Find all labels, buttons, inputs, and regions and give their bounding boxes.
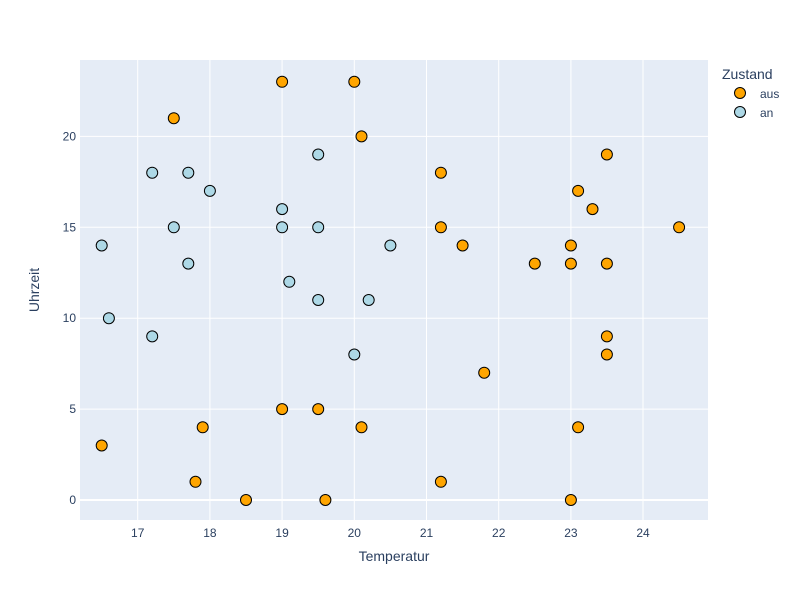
data-point-an[interactable] — [312, 294, 325, 306]
data-point-an[interactable] — [95, 239, 108, 252]
data-point-aus[interactable] — [355, 130, 368, 143]
data-point-aus[interactable] — [240, 494, 252, 506]
legend-item-aus[interactable]: aus — [734, 87, 780, 101]
data-point-aus[interactable] — [478, 366, 491, 379]
x-tick-label: 23 — [564, 526, 578, 540]
x-tick-label: 21 — [420, 526, 434, 540]
data-point-an[interactable] — [102, 312, 115, 325]
y-tick-label: 5 — [69, 402, 76, 416]
data-point-aus[interactable] — [600, 257, 613, 270]
x-tick-label: 17 — [131, 526, 145, 540]
data-point-an[interactable] — [312, 221, 325, 234]
x-tick-label: 22 — [492, 526, 506, 540]
data-point-an[interactable] — [276, 203, 289, 216]
legend: Zustand aus an — [722, 66, 779, 120]
y-gridlines — [80, 135, 708, 501]
data-point-aus[interactable] — [586, 203, 599, 216]
data-points — [95, 75, 686, 506]
data-point-an[interactable] — [348, 348, 361, 361]
legend-title: Zustand — [722, 66, 773, 82]
data-point-aus[interactable] — [600, 348, 613, 361]
data-point-aus[interactable] — [600, 148, 613, 161]
data-point-aus[interactable] — [564, 239, 577, 252]
data-point-an[interactable] — [167, 221, 180, 234]
y-tick-label: 10 — [63, 311, 77, 325]
x-tick-labels: 17 18 19 20 21 22 23 24 — [131, 526, 650, 540]
legend-label-an: an — [760, 106, 773, 120]
data-point-aus[interactable] — [434, 166, 447, 179]
plot-background — [80, 60, 708, 520]
data-point-aus[interactable] — [528, 257, 541, 270]
data-point-aus[interactable] — [276, 403, 289, 416]
data-point-aus[interactable] — [276, 75, 289, 88]
y-tick-label: 20 — [63, 129, 77, 143]
data-point-aus[interactable] — [564, 494, 577, 506]
data-point-an[interactable] — [203, 184, 216, 197]
data-point-an[interactable] — [182, 257, 195, 270]
data-point-aus[interactable] — [348, 75, 361, 88]
x-tick-label: 19 — [275, 526, 289, 540]
data-point-an[interactable] — [283, 275, 296, 288]
y-tick-label: 15 — [63, 220, 77, 234]
x-tick-label: 18 — [203, 526, 217, 540]
y-tick-labels: 0 5 10 15 20 — [63, 129, 77, 507]
data-point-aus[interactable] — [319, 494, 332, 506]
data-point-aus[interactable] — [564, 257, 577, 270]
data-point-an[interactable] — [362, 294, 375, 306]
data-point-aus[interactable] — [572, 184, 585, 197]
y-axis-label: Uhrzeit — [26, 268, 42, 312]
data-point-an[interactable] — [276, 221, 289, 234]
data-point-aus[interactable] — [196, 421, 209, 434]
data-point-aus[interactable] — [189, 475, 202, 488]
data-point-an[interactable] — [146, 166, 159, 179]
y-tick-label: 0 — [69, 493, 76, 507]
data-point-aus[interactable] — [600, 330, 613, 343]
x-tick-label: 24 — [636, 526, 650, 540]
legend-marker-aus — [734, 87, 746, 99]
legend-marker-an — [734, 106, 746, 118]
data-point-an[interactable] — [312, 148, 325, 161]
data-point-aus[interactable] — [434, 221, 447, 234]
data-point-aus[interactable] — [95, 439, 108, 452]
x-tick-label: 20 — [348, 526, 362, 540]
legend-label-aus: aus — [760, 87, 779, 101]
data-point-aus[interactable] — [434, 475, 447, 488]
data-point-an[interactable] — [384, 239, 397, 252]
x-axis-label: Temperatur — [359, 548, 430, 564]
data-point-aus[interactable] — [355, 421, 368, 434]
data-point-aus[interactable] — [673, 221, 686, 234]
data-point-aus[interactable] — [312, 403, 325, 416]
data-point-an[interactable] — [182, 166, 195, 179]
data-point-aus[interactable] — [572, 421, 585, 434]
data-point-aus[interactable] — [167, 112, 180, 125]
data-point-aus[interactable] — [456, 239, 469, 252]
legend-item-an[interactable]: an — [734, 106, 774, 120]
data-point-an[interactable] — [146, 330, 159, 343]
